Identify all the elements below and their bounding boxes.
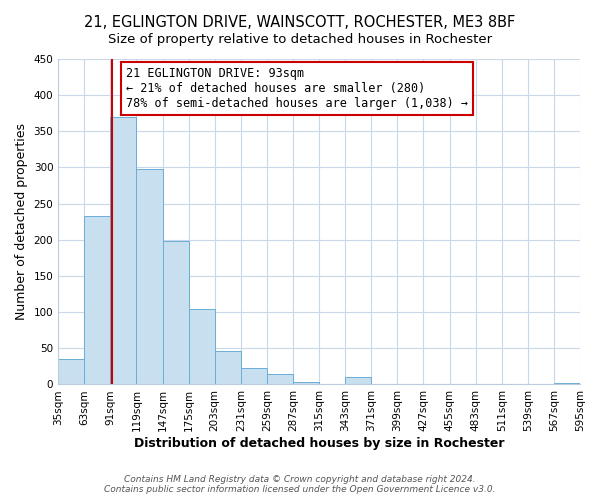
Bar [136, 169, 163, 384]
Bar [345, 377, 371, 384]
Y-axis label: Number of detached properties: Number of detached properties [15, 123, 28, 320]
Bar [84, 216, 110, 384]
Bar [110, 117, 136, 384]
X-axis label: Distribution of detached houses by size in Rochester: Distribution of detached houses by size … [134, 437, 505, 450]
Text: Contains HM Land Registry data © Crown copyright and database right 2024.
Contai: Contains HM Land Registry data © Crown c… [104, 474, 496, 494]
Bar [293, 382, 319, 384]
Bar [188, 308, 215, 384]
Bar [215, 351, 241, 384]
Text: 21, EGLINGTON DRIVE, WAINSCOTT, ROCHESTER, ME3 8BF: 21, EGLINGTON DRIVE, WAINSCOTT, ROCHESTE… [85, 15, 515, 30]
Bar [554, 383, 580, 384]
Text: 21 EGLINGTON DRIVE: 93sqm
← 21% of detached houses are smaller (280)
78% of semi: 21 EGLINGTON DRIVE: 93sqm ← 21% of detac… [126, 67, 468, 110]
Text: Size of property relative to detached houses in Rochester: Size of property relative to detached ho… [108, 32, 492, 46]
Bar [163, 240, 188, 384]
Bar [267, 374, 293, 384]
Bar [58, 359, 84, 384]
Bar [241, 368, 267, 384]
